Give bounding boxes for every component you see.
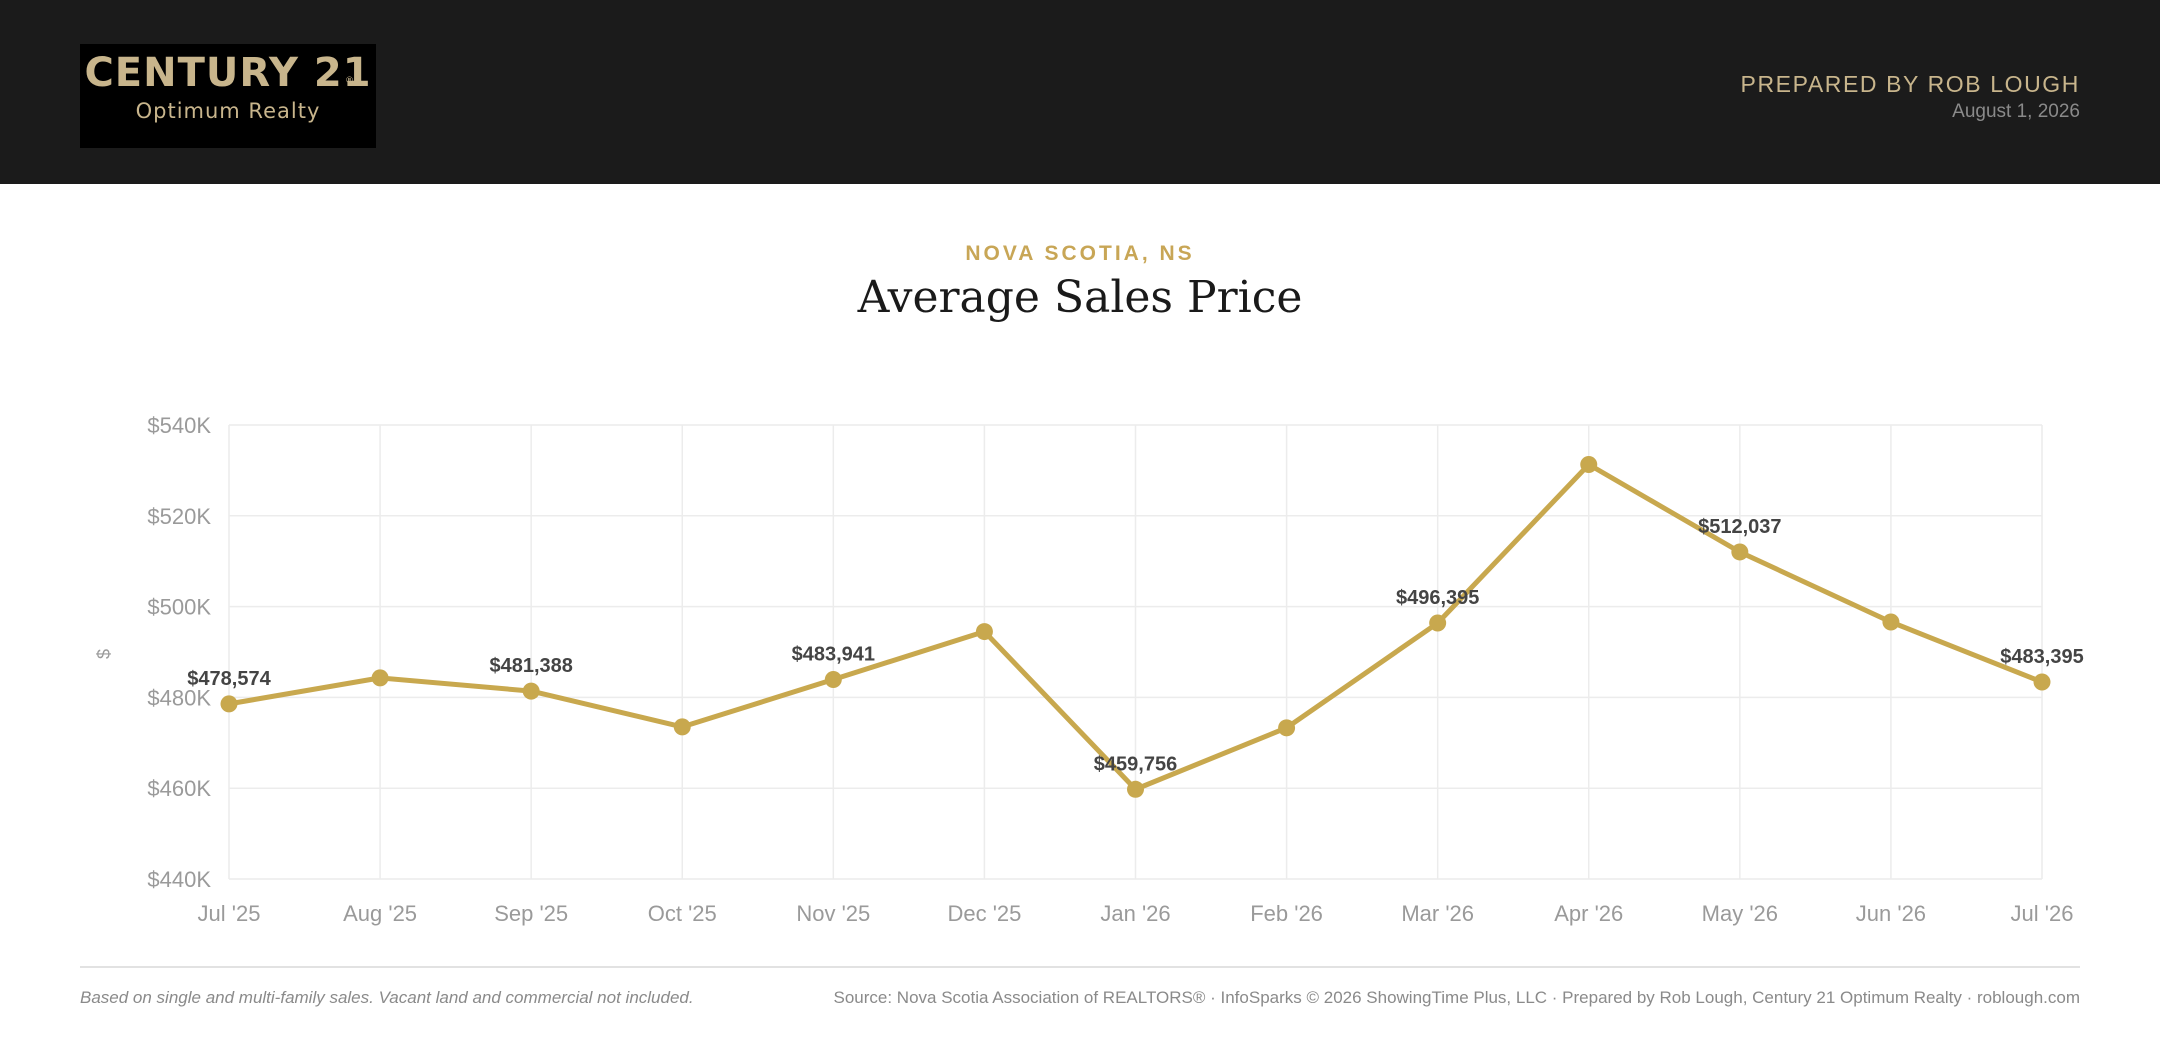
x-tick-label: Aug '25 xyxy=(343,901,417,926)
prepared-by: PREPARED BY ROB LOUGH xyxy=(1740,71,2080,97)
y-tick-label: $440K xyxy=(147,867,211,892)
x-tick-label: Sep '25 xyxy=(494,901,568,926)
x-tick-label: Feb '26 xyxy=(1250,901,1323,926)
data-label: $459,756 xyxy=(1094,753,1177,775)
logo-title: CENTURY 21 xyxy=(84,50,372,96)
data-point xyxy=(1882,613,1900,631)
chart-region: NOVA SCOTIA, NS xyxy=(965,242,1195,265)
data-point xyxy=(1278,719,1296,737)
data-point xyxy=(1731,543,1749,561)
y-axis-label: $ xyxy=(94,649,114,659)
data-point xyxy=(1127,780,1144,798)
x-tick-label: Apr '26 xyxy=(1554,901,1623,926)
x-tick-label: Dec '25 xyxy=(947,901,1021,926)
footer-source: Source: Nova Scotia Association of REALT… xyxy=(833,988,2081,1007)
x-tick-label: May '26 xyxy=(1702,901,1778,926)
data-point xyxy=(975,623,993,641)
report-date: August 1, 2026 xyxy=(1952,101,2080,122)
data-point xyxy=(673,718,691,736)
century21-logo: CENTURY 21 ® Optimum Realty xyxy=(80,44,376,148)
data-label: $512,037 xyxy=(1698,516,1781,538)
line-chart: $440K $460K $480K $500K $520K $540K Jul '25 Aug… xyxy=(94,413,2084,926)
data-point xyxy=(2033,673,2051,691)
y-tick-label: $500K xyxy=(147,595,211,620)
data-point xyxy=(522,682,540,700)
footer-note: Based on single and multi-family sales. … xyxy=(80,988,694,1007)
y-tick-label: $540K xyxy=(147,413,211,438)
data-point xyxy=(220,695,238,713)
x-tick-label: Nov '25 xyxy=(796,901,870,926)
data-label: $483,395 xyxy=(2000,646,2083,668)
logo-registered-mark: ® xyxy=(345,76,354,86)
y-tick-label: $520K xyxy=(147,504,211,529)
data-label: $496,395 xyxy=(1396,587,1479,609)
x-tick-label: Jul '25 xyxy=(198,901,261,926)
x-tick-label: Jun '26 xyxy=(1856,901,1926,926)
y-tick-label: $480K xyxy=(147,685,211,710)
x-tick-label: Mar '26 xyxy=(1401,901,1474,926)
data-label: $478,574 xyxy=(187,668,271,690)
chart-title: Average Sales Price xyxy=(857,272,1303,323)
footer-divider xyxy=(80,966,2080,968)
data-point xyxy=(1429,614,1447,632)
x-tick-label: Oct '25 xyxy=(648,901,717,926)
data-label: $481,388 xyxy=(489,655,572,677)
header-bar: CENTURY 21 ® Optimum Realty PREPARED BY … xyxy=(0,0,2160,184)
x-tick-label: Jul '26 xyxy=(2011,901,2074,926)
data-point xyxy=(371,669,389,687)
data-label: $483,941 xyxy=(792,644,875,666)
logo-subtitle: Optimum Realty xyxy=(135,99,321,123)
y-tick-label: $460K xyxy=(147,776,211,801)
x-tick-label: Jan '26 xyxy=(1100,901,1170,926)
data-point xyxy=(1580,455,1598,473)
data-point xyxy=(824,671,842,689)
